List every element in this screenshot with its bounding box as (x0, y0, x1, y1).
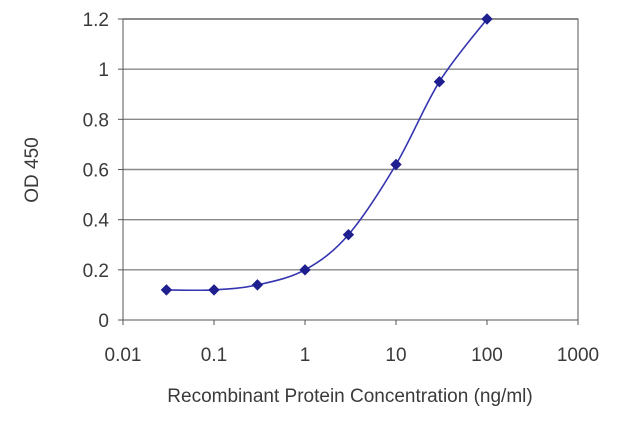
y-tick-label-5: 1 (98, 60, 109, 81)
y-tick-label-3: 0.6 (83, 161, 109, 182)
data-point-6 (433, 76, 446, 88)
x-tick-label-5: 1000 (557, 345, 599, 366)
x-tick-label-3: 10 (385, 345, 406, 366)
data-point-5 (390, 158, 402, 171)
data-point-7 (481, 13, 493, 25)
y-tick-label-0: 0 (98, 311, 109, 332)
x-tick-label-0: 0.01 (105, 345, 142, 366)
series-points (160, 13, 493, 296)
y-axis: 0 0.2 0.4 0.6 0.8 1 1.2 (83, 10, 123, 332)
data-point-1 (208, 284, 220, 296)
x-axis-label: Recombinant Protein Concentration (ng/ml… (167, 386, 532, 407)
data-point-0 (160, 284, 173, 296)
y-tick-label-6: 1.2 (83, 10, 109, 31)
y-axis-label: OD 450 (22, 137, 43, 202)
y-tick-label-4: 0.8 (83, 110, 109, 131)
x-axis: 0.01 0.1 1 10 100 1000 (105, 320, 599, 366)
y-tick-label-1: 0.2 (83, 261, 109, 282)
x-tick-label-4: 100 (471, 345, 503, 366)
data-point-2 (251, 279, 264, 291)
y-tick-label-2: 0.4 (83, 211, 110, 232)
data-point-3 (299, 264, 311, 276)
x-tick-label-2: 1 (300, 345, 311, 366)
x-tick-label-1: 0.1 (201, 345, 227, 366)
data-point-4 (342, 229, 355, 241)
series-line (166, 18, 488, 292)
